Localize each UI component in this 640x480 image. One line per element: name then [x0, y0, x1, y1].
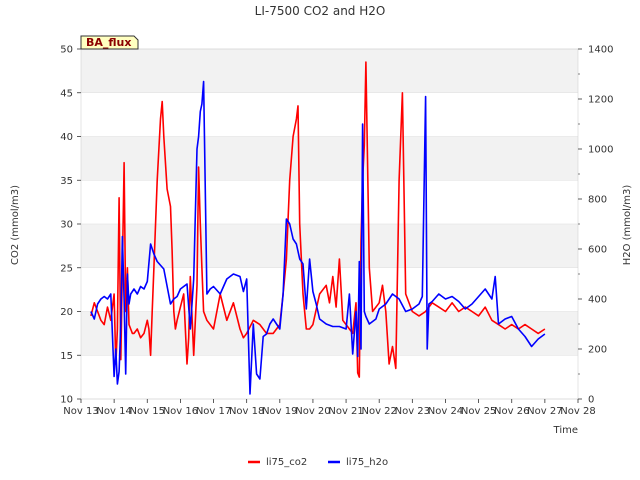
plot-band: [81, 224, 578, 268]
x-tick-label: Nov 20: [295, 406, 330, 417]
y-left-tick-label: 40: [60, 132, 73, 143]
y-axis-left-label: CO2 (mmol/m3): [10, 185, 21, 265]
y-left-tick-label: 20: [60, 307, 73, 318]
legend: li75_co2 li75_h2o: [248, 457, 388, 468]
y-right-tick-label: 400: [588, 295, 607, 306]
site-badge-box: [80, 35, 139, 50]
chart-title: LI-7500 CO2 and H2O: [255, 4, 386, 18]
y-right-tick-label: 800: [588, 195, 607, 206]
y-left-tick-label: 30: [60, 220, 73, 231]
x-tick-label: Nov 17: [196, 406, 231, 417]
plot-band: [81, 136, 578, 181]
x-tick-label: Nov 23: [395, 406, 430, 417]
y-axis-right-ticks: 0 200 400 600 800 1000 1200 1400: [578, 45, 613, 406]
plot-band: [81, 180, 578, 224]
y-right-tick-label: 1000: [588, 145, 613, 156]
x-tick-label: Nov 18: [229, 406, 264, 417]
x-tick-label: Nov 24: [428, 406, 463, 417]
plot-band: [81, 92, 578, 137]
x-tick-label: Nov 26: [494, 406, 529, 417]
y-axis-left-ticks: 10 15 20 25 30 35 40 45 50: [60, 45, 81, 406]
site-badge-label: BA_flux: [86, 36, 131, 49]
x-tick-label: Nov 27: [527, 406, 562, 417]
plot-band: [81, 355, 578, 399]
x-axis-label: Time: [553, 425, 578, 436]
y-right-tick-label: 200: [588, 345, 607, 356]
y-left-tick-label: 50: [60, 45, 73, 56]
x-tick-label: Nov 15: [130, 406, 165, 417]
plot-band: [81, 311, 578, 356]
x-tick-label: Nov 28: [560, 406, 595, 417]
x-tick-label: Nov 16: [163, 406, 198, 417]
y-left-tick-label: 45: [60, 88, 73, 99]
y-right-tick-label: 1200: [588, 95, 613, 106]
legend-label-li75_co2: li75_co2: [266, 457, 307, 468]
y-left-tick-label: 35: [60, 176, 73, 187]
site-badge: BA_flux: [80, 35, 139, 50]
series-layer: [90, 61, 546, 395]
y-right-tick-label: 600: [588, 245, 607, 256]
x-tick-label: Nov 13: [63, 406, 98, 417]
x-tick-label: Nov 19: [262, 406, 297, 417]
y-left-tick-label: 10: [60, 395, 73, 406]
plot-band: [81, 49, 578, 93]
plot-band: [81, 267, 578, 312]
y-right-tick-label: 0: [588, 395, 594, 406]
y-left-tick-label: 25: [60, 263, 73, 274]
series-line-li75_h2o: [90, 80, 546, 395]
y-axis-right-label: H2O (mmol/m3): [622, 185, 633, 266]
x-tick-label: Nov 25: [461, 406, 496, 417]
x-tick-label: Nov 14: [96, 406, 131, 417]
y-left-tick-label: 15: [60, 351, 73, 362]
x-tick-label: Nov 21: [328, 406, 363, 417]
plot-background: [81, 49, 578, 399]
legend-label-li75_h2o: li75_h2o: [346, 457, 388, 468]
y-right-tick-label: 1400: [588, 45, 613, 56]
x-tick-label: Nov 22: [361, 406, 396, 417]
